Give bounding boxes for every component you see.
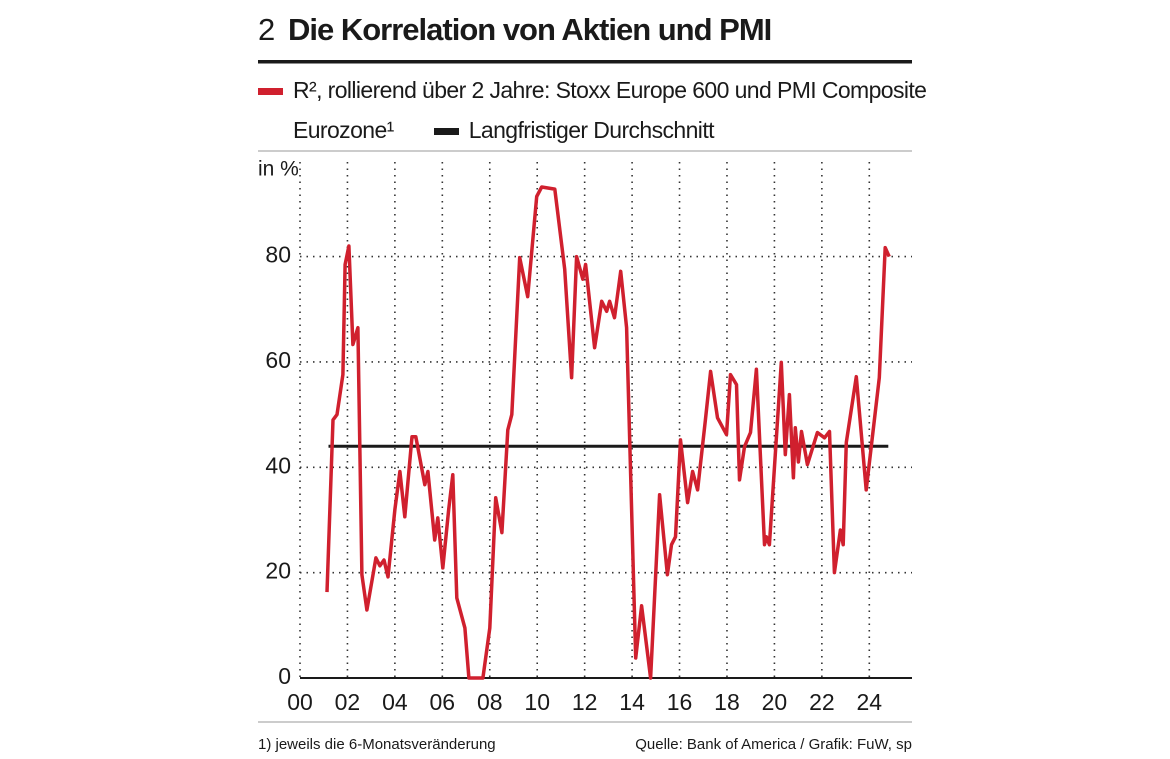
chart-number: 2	[258, 12, 275, 47]
x-tick-label: 02	[335, 689, 361, 715]
source: Quelle: Bank of America / Grafik: FuW, s…	[635, 736, 912, 753]
legend-swatch	[433, 128, 459, 136]
x-tick-label: 14	[619, 689, 645, 715]
x-tick-label: 12	[572, 689, 598, 715]
y-axis-label: in %	[258, 158, 299, 181]
x-tick-label: 24	[857, 689, 883, 715]
x-tick-label: 06	[430, 689, 456, 715]
x-tick-label: 10	[524, 689, 550, 715]
legend-swatch	[258, 88, 283, 96]
x-tick-label: 08	[477, 689, 503, 715]
x-tick-label: 22	[809, 689, 835, 715]
footnote: 1) jeweils die 6-Monatsveränderung	[258, 736, 496, 753]
y-tick-label: 40	[265, 452, 291, 478]
x-tick-label: 04	[382, 689, 408, 715]
x-tick-label: 00	[287, 689, 313, 715]
legend: R², rollierend über 2 Jahre: Stoxx Europ…	[258, 70, 933, 150]
title-rule	[258, 60, 912, 64]
x-tick-label: 18	[714, 689, 740, 715]
y-tick-label: 0	[278, 663, 291, 689]
legend-label: Langfristiger Durchschnitt	[468, 117, 715, 143]
x-tick-label: 20	[762, 689, 788, 715]
series-line	[325, 185, 891, 680]
chart-title: Die Korrelation von Aktien und PMI	[288, 12, 771, 47]
x-tick-label: 16	[667, 689, 693, 715]
y-tick-label: 80	[265, 242, 291, 268]
y-tick-label: 60	[265, 347, 291, 373]
legend-label: R², rollierend über 2 Jahre: Stoxx Europ…	[293, 77, 927, 143]
y-tick-label: 20	[265, 558, 291, 584]
